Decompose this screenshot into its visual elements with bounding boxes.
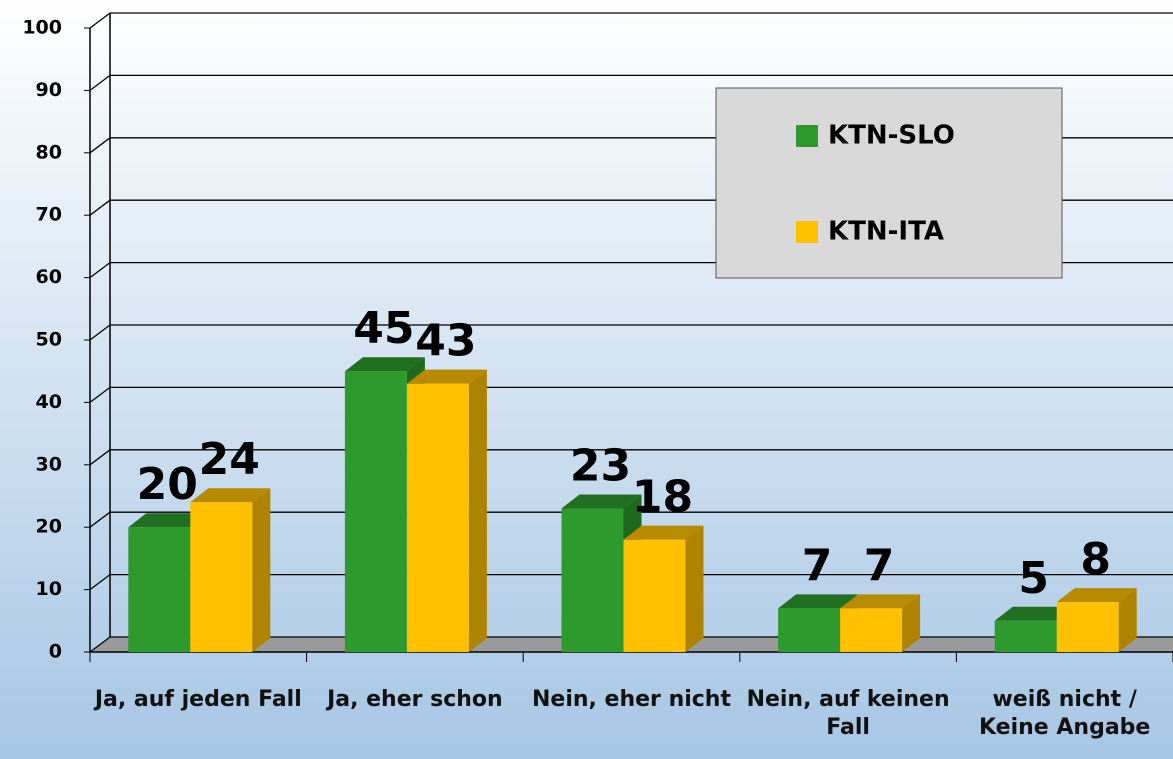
data-label: 20 bbox=[137, 459, 198, 510]
grid-line-side bbox=[89, 574, 111, 591]
grid-line-side bbox=[89, 324, 111, 341]
bar-top bbox=[128, 513, 209, 528]
y-tick-label: 30 bbox=[36, 453, 62, 475]
bar-side bbox=[902, 594, 921, 652]
bar bbox=[994, 620, 1057, 652]
data-label: 7 bbox=[802, 540, 833, 591]
y-tick-label: 100 bbox=[22, 17, 62, 39]
legend-box bbox=[715, 87, 1063, 279]
data-label: 8 bbox=[1080, 534, 1111, 585]
bar-top bbox=[344, 357, 425, 372]
data-label: 43 bbox=[415, 316, 476, 367]
bar bbox=[1056, 602, 1119, 652]
y-tick-label: 70 bbox=[36, 204, 62, 226]
bar-top bbox=[623, 525, 704, 540]
bar-top bbox=[994, 606, 1075, 621]
grid-line-side bbox=[89, 511, 111, 528]
data-label: 24 bbox=[199, 434, 260, 485]
grid-line-side bbox=[89, 137, 111, 154]
data-label: 7 bbox=[864, 540, 895, 591]
bar bbox=[561, 508, 624, 652]
y-tick-label: 20 bbox=[36, 516, 62, 538]
legend-label: KTN-SLO bbox=[828, 121, 955, 151]
x-tick-label: Nein, auf keinen Fall bbox=[746, 687, 950, 740]
y-tick-label: 40 bbox=[36, 391, 62, 413]
x-tick-label: Ja, eher schon bbox=[327, 687, 503, 712]
bar bbox=[623, 539, 686, 652]
bar-side bbox=[685, 525, 704, 652]
grid-line-side bbox=[89, 12, 111, 29]
bar bbox=[344, 371, 407, 652]
bar-top bbox=[1056, 588, 1137, 603]
grid-line-side bbox=[89, 74, 111, 91]
y-tick-label: 0 bbox=[49, 641, 62, 663]
x-tick-label: Nein, eher nicht bbox=[532, 687, 731, 712]
bar-top bbox=[778, 594, 859, 609]
legend-label: KTN-ITA bbox=[828, 217, 944, 247]
data-label: 23 bbox=[570, 440, 631, 491]
data-label: 45 bbox=[353, 303, 414, 354]
bar-top bbox=[190, 488, 271, 503]
bar bbox=[840, 608, 903, 652]
grid-line-side bbox=[89, 449, 111, 466]
grid-line-side bbox=[89, 636, 111, 653]
bar-top bbox=[561, 494, 642, 509]
bar-side bbox=[252, 488, 271, 652]
legend-swatch bbox=[796, 221, 818, 243]
grid-line-side bbox=[89, 199, 111, 216]
y-tick-label: 10 bbox=[36, 578, 62, 600]
bar-side bbox=[1118, 588, 1137, 652]
y-tick-label: 80 bbox=[36, 141, 62, 163]
legend-swatch bbox=[796, 125, 818, 147]
x-tick-label: weiß nicht / Keine Angabe bbox=[979, 687, 1151, 740]
bar bbox=[406, 383, 469, 652]
bar bbox=[778, 608, 841, 652]
bar bbox=[128, 527, 191, 652]
grid-line-side bbox=[89, 262, 111, 279]
y-tick-label: 90 bbox=[36, 79, 62, 101]
y-tick-label: 60 bbox=[36, 266, 62, 288]
bar-top bbox=[840, 594, 921, 609]
bar bbox=[190, 502, 253, 652]
grid-line-side bbox=[89, 386, 111, 403]
bar-side bbox=[468, 369, 487, 652]
data-label: 18 bbox=[632, 472, 693, 523]
y-tick-label: 50 bbox=[36, 329, 62, 351]
data-label: 5 bbox=[1018, 553, 1049, 604]
bar-top bbox=[406, 369, 487, 384]
x-tick-label: Ja, auf jeden Fall bbox=[94, 687, 302, 712]
